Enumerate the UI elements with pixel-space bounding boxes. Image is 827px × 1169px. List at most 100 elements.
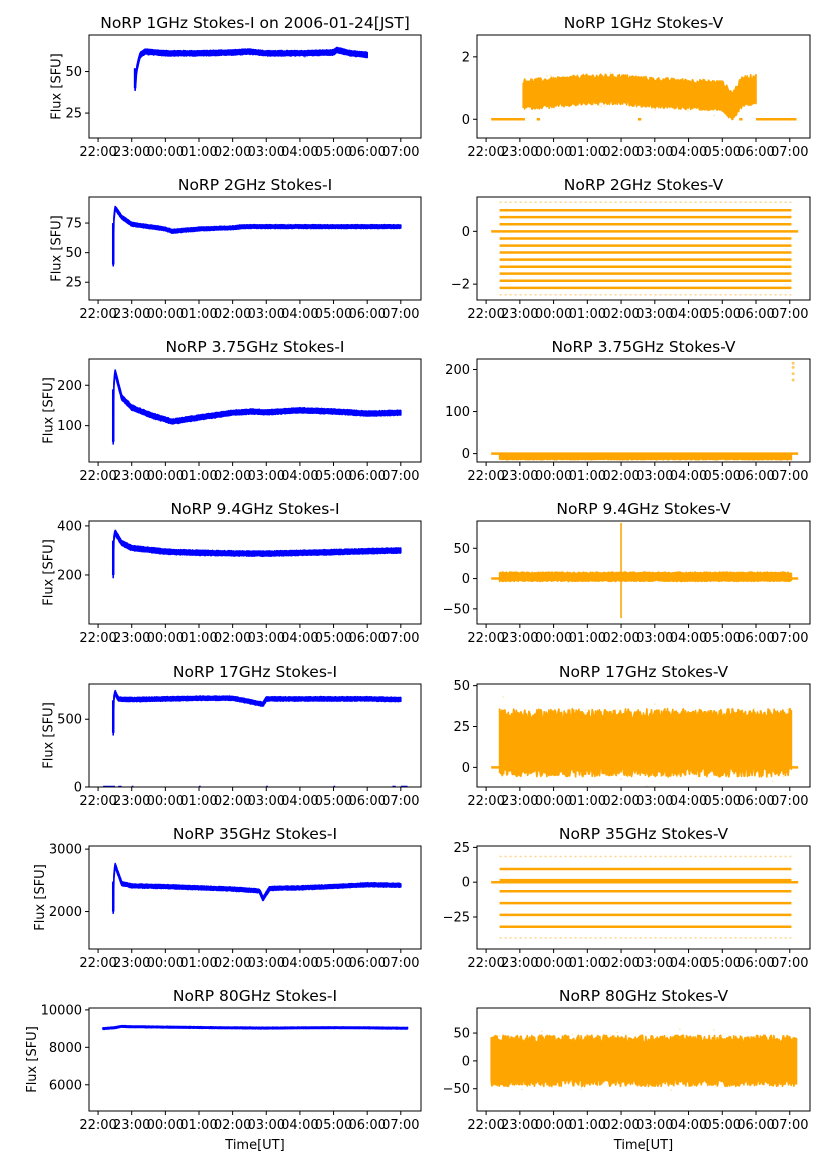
x-tick-label: 07:00 (771, 956, 808, 971)
data-point (537, 750, 540, 753)
data-point (605, 725, 607, 728)
data-point (723, 102, 725, 105)
data-point (296, 553, 298, 556)
data-point (639, 577, 642, 579)
data-point (151, 227, 153, 229)
data-point (120, 540, 123, 543)
data-point (325, 50, 328, 53)
data-point (603, 105, 606, 107)
data-point (121, 542, 123, 545)
data-point (194, 698, 197, 701)
x-tick-label: 23:00 (113, 794, 150, 809)
data-point (608, 86, 610, 89)
data-point (222, 1027, 225, 1029)
scatter-points (114, 372, 399, 424)
data-point (734, 575, 736, 578)
data-point (206, 415, 208, 418)
data-point (685, 570, 687, 573)
data-point (643, 1057, 645, 1059)
data-point (500, 1040, 503, 1043)
data-point (320, 695, 322, 697)
data-point (229, 697, 232, 700)
data-point (361, 548, 363, 550)
data-point (263, 52, 265, 55)
data-point (312, 1026, 314, 1029)
data-point (678, 578, 681, 581)
data-point (370, 698, 372, 700)
data-point (678, 456, 681, 459)
data-point (627, 577, 629, 579)
data-point (717, 755, 720, 757)
data-point (264, 699, 267, 702)
data-point (239, 1027, 242, 1029)
data-point (585, 709, 587, 711)
data-point (682, 573, 684, 576)
x-tick-label: 03:00 (248, 1118, 285, 1133)
subplot-title: NoRP 3.75GHz Stokes-V (551, 338, 735, 356)
data-point (501, 457, 504, 460)
data-point (262, 224, 265, 227)
data-point (388, 697, 391, 699)
data-point (267, 1027, 270, 1030)
data-point (346, 51, 348, 54)
data-point (150, 50, 152, 53)
data-point (767, 580, 770, 582)
data-point (150, 52, 152, 54)
plot-area (491, 72, 797, 121)
data-point (349, 52, 351, 54)
data-point (316, 551, 319, 553)
data-point (119, 390, 121, 392)
data-point (230, 697, 233, 699)
data-point (128, 405, 131, 408)
data-point (510, 574, 513, 576)
data-point (225, 415, 228, 418)
data-point (500, 736, 503, 739)
data-point (134, 886, 137, 889)
data-point (207, 550, 210, 552)
data-point (191, 550, 194, 553)
trace-band (490, 1034, 798, 1088)
data-point (591, 458, 594, 461)
data-point (249, 551, 252, 553)
data-point (252, 553, 255, 556)
data-point (115, 372, 117, 374)
data-point (715, 86, 718, 89)
data-point (381, 1028, 384, 1030)
data-point (522, 577, 525, 579)
data-point (350, 226, 352, 228)
x-tick-label: 23:00 (113, 1118, 150, 1133)
data-point (732, 112, 734, 115)
data-point (338, 412, 341, 414)
data-point (756, 1069, 759, 1072)
data-point (595, 1078, 597, 1080)
data-point (661, 456, 663, 459)
data-point (236, 411, 238, 414)
data-point (345, 1026, 348, 1029)
data-point (519, 456, 522, 458)
x-tick-label: 06:00 (737, 469, 774, 484)
data-point (687, 1039, 689, 1041)
data-point (208, 50, 211, 53)
data-point (159, 227, 162, 229)
subplot-14: 22:0023:0000:0001:0002:0003:0004:0005:00… (443, 987, 811, 1153)
data-point (643, 747, 645, 750)
data-point (150, 884, 153, 887)
subplot-5: 22:0023:0000:0001:0002:0003:0004:0005:00… (41, 338, 422, 484)
data-point (163, 551, 165, 554)
data-point (295, 1026, 298, 1029)
data-point (698, 106, 700, 108)
data-point (201, 52, 204, 54)
axes-frame (476, 520, 811, 625)
data-point (587, 1046, 589, 1049)
data-point (262, 898, 264, 901)
data-point (319, 551, 322, 554)
data-point (597, 1052, 599, 1055)
x-tick-label: 04:00 (670, 1118, 707, 1133)
data-point (346, 699, 349, 701)
axes-frame (88, 683, 422, 788)
data-point (225, 226, 228, 228)
data-point (357, 697, 360, 699)
data-point (681, 1053, 684, 1056)
data-point (503, 772, 506, 775)
data-point (249, 552, 251, 554)
